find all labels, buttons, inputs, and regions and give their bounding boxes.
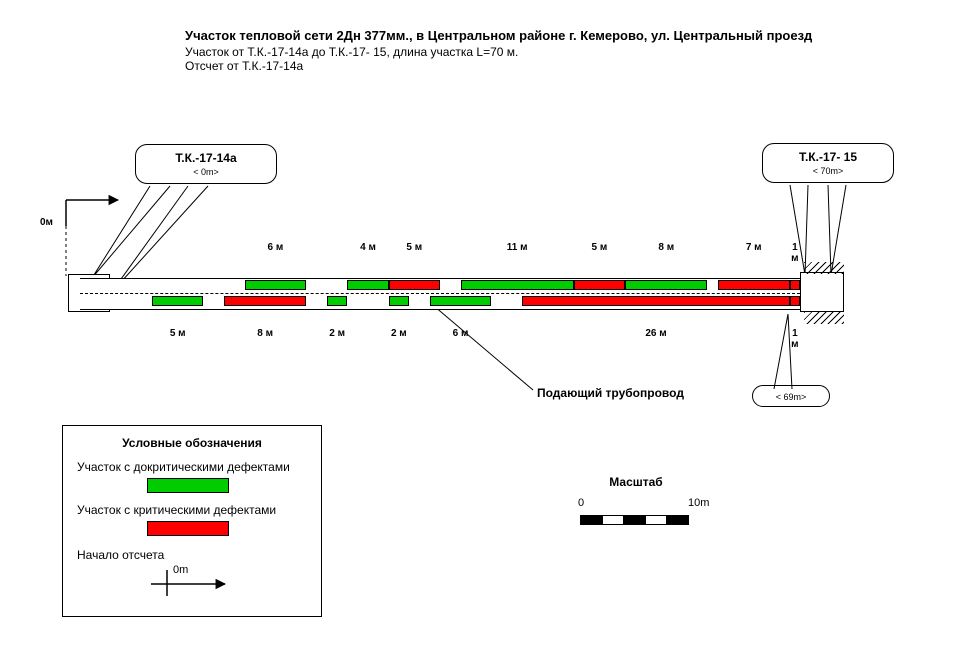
segment-dim: 4 м	[347, 242, 388, 253]
callout-left-tail-b	[111, 186, 208, 293]
segment	[790, 296, 800, 306]
segment	[389, 296, 410, 306]
segment	[389, 280, 440, 290]
origin-zero-label: 0м	[40, 217, 53, 228]
segment	[430, 296, 492, 306]
segment	[461, 280, 574, 290]
segment-dim: 2 м	[327, 328, 348, 339]
pipe-label-leader	[434, 306, 533, 390]
segment-dim: 8 м	[625, 242, 707, 253]
scale-title: Масштаб	[576, 475, 696, 489]
segment	[347, 280, 388, 290]
node-right	[800, 272, 844, 312]
segment-dim: 8 м	[224, 328, 306, 339]
hatch-top	[804, 262, 844, 274]
segment-dim: 5 м	[574, 242, 625, 253]
segment	[327, 296, 348, 306]
segment	[718, 280, 790, 290]
scale-block	[603, 515, 625, 525]
legend-item3-text: Начало отсчета	[77, 548, 164, 562]
legend-item2-text: Участок с критическими дефектами	[77, 503, 276, 517]
legend-item-origin: Начало отсчета 0m	[77, 548, 307, 600]
segment	[574, 280, 625, 290]
segment	[522, 296, 789, 306]
pipe-centerline	[80, 293, 800, 294]
segment-dim: 7 м	[718, 242, 790, 253]
origin-marker	[66, 200, 118, 226]
legend-swatch-red	[147, 521, 229, 536]
legend-header: Условные обозначения	[77, 436, 307, 450]
legend-origin-symbol	[147, 566, 237, 600]
segment-dim: 5 м	[389, 242, 440, 253]
scale-block	[624, 515, 646, 525]
segment	[152, 296, 203, 306]
legend-item1-text: Участок с докритическими дефектами	[77, 460, 290, 474]
scale-block	[580, 515, 603, 525]
legend-swatch-green	[147, 478, 229, 493]
segment	[224, 296, 306, 306]
legend-item-critical: Участок с критическими дефектами	[77, 503, 307, 536]
segment	[245, 280, 307, 290]
segment-dim: 5 м	[152, 328, 203, 339]
scale-block	[667, 515, 689, 525]
segment-dim: 26 м	[522, 328, 789, 339]
legend-origin-zero: 0m	[173, 564, 188, 576]
scale-right-label: 10m	[688, 497, 709, 509]
segment	[625, 280, 707, 290]
scale-block	[646, 515, 668, 525]
legend-item-subcritical: Участок с докритическими дефектами	[77, 460, 307, 493]
segment	[790, 280, 800, 290]
scale-bar	[580, 512, 689, 530]
segment-dim: 11 м	[461, 242, 574, 253]
segment-dim: 1 м	[790, 242, 800, 264]
hatch-bottom	[804, 312, 844, 324]
scale-left-label: 0	[578, 497, 584, 509]
segment-dim: 1 м	[790, 328, 800, 350]
pipe-label: Подающий трубопровод	[537, 386, 684, 400]
segment-dim: 6 м	[245, 242, 307, 253]
segment-dim: 6 м	[430, 328, 492, 339]
callout-bottom-tail	[774, 314, 792, 389]
legend-box: Условные обозначения Участок с докритиче…	[62, 425, 322, 617]
segment-dim: 2 м	[389, 328, 410, 339]
